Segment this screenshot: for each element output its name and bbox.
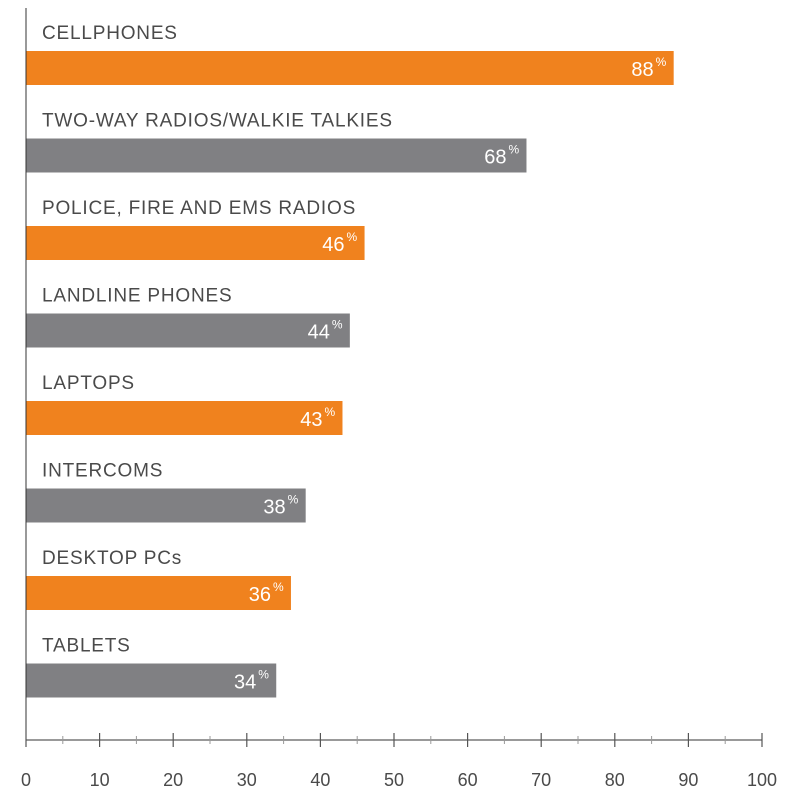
- bar: [26, 313, 350, 348]
- category-label: POLICE, FIRE AND EMS RADIOS: [42, 198, 356, 219]
- bar: [26, 488, 306, 523]
- data-label-suffix: %: [273, 580, 284, 594]
- data-label: 38: [263, 497, 285, 519]
- x-tick-label: 70: [531, 770, 551, 789]
- x-axis: 0 10 20 30 40 50 60 70 80 90 100: [21, 8, 777, 789]
- category-label: LANDLINE PHONES: [42, 286, 232, 307]
- x-tick-label: 30: [237, 770, 257, 789]
- data-label: 46: [322, 234, 344, 256]
- data-label-suffix: %: [258, 668, 269, 682]
- bar: [26, 663, 277, 698]
- category-label: LAPTOPS: [42, 373, 135, 394]
- category-label: INTERCOMS: [42, 461, 163, 482]
- data-label: 44: [308, 322, 330, 344]
- data-label-suffix: %: [332, 318, 343, 332]
- data-label-suffix: %: [288, 493, 299, 507]
- category-label: TWO-WAY RADIOS/WALKIE TALKIES: [42, 111, 393, 132]
- bar: [26, 51, 674, 85]
- bar: [26, 226, 365, 260]
- bar: [26, 401, 343, 435]
- x-tick-label: 40: [310, 770, 330, 789]
- x-tick-label: 90: [678, 770, 698, 789]
- bars-layer: CELLPHONES 88 % TWO-WAY RADIOS/WALKIE TALKI…: [26, 23, 674, 698]
- category-label: CELLPHONES: [42, 23, 178, 44]
- x-tick-label: 20: [163, 770, 183, 789]
- data-label: 68: [484, 147, 506, 169]
- data-label-suffix: %: [324, 405, 335, 419]
- data-label: 34: [234, 672, 256, 694]
- x-tick-label: 10: [90, 770, 110, 789]
- data-label-suffix: %: [656, 55, 667, 69]
- x-tick-label: 60: [458, 770, 478, 789]
- data-label-suffix: %: [347, 230, 358, 244]
- data-label: 88: [631, 59, 653, 81]
- x-tick-label: 0: [21, 770, 31, 789]
- data-label: 36: [249, 584, 271, 606]
- data-label: 43: [300, 409, 322, 431]
- bar: [26, 138, 527, 173]
- category-label: TABLETS: [42, 636, 131, 657]
- x-tick-label: 100: [747, 770, 777, 789]
- bar: [26, 576, 291, 610]
- data-label-suffix: %: [508, 143, 519, 157]
- category-label: DESKTOP PCs: [42, 548, 182, 569]
- x-tick-label: 80: [605, 770, 625, 789]
- x-tick-label: 50: [384, 770, 404, 789]
